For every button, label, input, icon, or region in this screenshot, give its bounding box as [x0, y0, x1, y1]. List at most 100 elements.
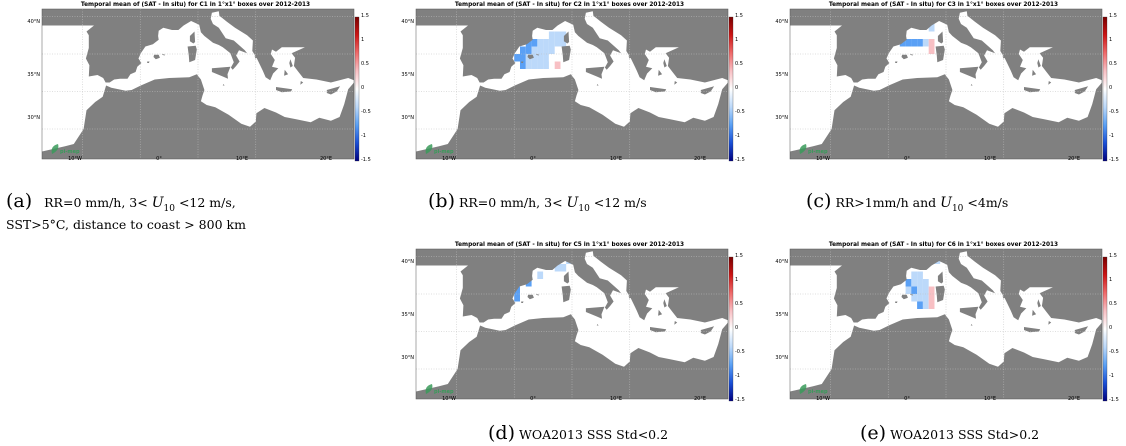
bias-box — [537, 271, 544, 279]
island — [937, 271, 944, 284]
bias-box — [922, 294, 929, 302]
island — [650, 327, 667, 333]
island — [326, 86, 341, 95]
lon-tick-10w: 10°W — [442, 396, 456, 402]
bias-box — [905, 286, 912, 294]
island — [162, 54, 166, 56]
lon-tick-20e: 20°E — [1067, 396, 1081, 402]
lon-tick-20e: 20°E — [693, 396, 707, 402]
bias-box — [554, 39, 561, 47]
bias-box — [514, 54, 520, 62]
island — [1074, 86, 1089, 95]
colorbar-tick: -1.5 — [361, 157, 371, 163]
caption-variable: U10 — [566, 195, 590, 214]
island — [674, 321, 678, 325]
island — [901, 54, 908, 60]
caption-label: (d) — [488, 422, 515, 444]
island — [1074, 326, 1089, 335]
lat-tick-35: 35°N — [775, 72, 788, 78]
bias-box — [905, 39, 912, 47]
lat-tick-40: 40°N — [27, 19, 40, 25]
island — [536, 294, 540, 296]
colorbar-tick: -1 — [735, 373, 740, 379]
map-frame — [41, 8, 355, 160]
bias-box — [548, 31, 555, 39]
lon-tick-10w: 10°W — [816, 396, 830, 402]
island — [1024, 327, 1041, 333]
lon-tick-10e: 10°E — [235, 156, 249, 162]
colorbar-tick: 1.5 — [1109, 13, 1117, 19]
bias-box — [928, 301, 935, 309]
map-panel-a: Temporal mean of (SAT - In situ) for C1 … — [18, 2, 373, 163]
island — [1037, 59, 1041, 68]
caption-text: <4m/s — [967, 195, 1009, 210]
lat-tick-40: 40°N — [775, 19, 788, 25]
lat-tick-30: 30°N — [401, 115, 414, 121]
colorbar-tick: 1.5 — [735, 13, 743, 19]
bias-box — [514, 294, 520, 302]
europe-landmass — [416, 9, 728, 83]
island — [211, 66, 231, 79]
bias-box — [560, 264, 567, 272]
bias-box — [928, 46, 935, 54]
logo-text: pi-mep — [60, 149, 80, 155]
caption-a: (a) RR=0 mm/h, 3< U10 <12 m/s, SST>5°C, … — [6, 192, 386, 233]
bias-box — [560, 39, 567, 47]
colorbar — [728, 16, 734, 162]
pi-mep-leaf-icon — [425, 384, 433, 394]
colorbar-tick: 0 — [1109, 325, 1113, 331]
caption-c: (c) RR>1mm/h and U10 <4m/s — [806, 192, 1009, 217]
logo-text: pi-mep — [434, 149, 454, 155]
island — [1024, 87, 1041, 93]
pi-mep-leaf-icon — [799, 384, 807, 394]
map-frame — [789, 248, 1103, 400]
bias-box — [917, 301, 923, 309]
colorbar-tick: 0.5 — [1109, 301, 1117, 307]
bias-box — [537, 61, 544, 69]
colorbar-tick: 1 — [361, 37, 365, 43]
map-title: Temporal mean of (SAT - In situ) for C1 … — [80, 2, 311, 8]
lat-tick-35: 35°N — [401, 72, 414, 78]
island — [147, 61, 150, 63]
colorbar-tick: -0.5 — [1109, 349, 1119, 355]
island — [536, 54, 540, 56]
island — [650, 87, 667, 93]
bias-box — [905, 279, 912, 287]
colorbar-tick: 0 — [1109, 85, 1113, 91]
lon-tick-10w: 10°W — [442, 156, 456, 162]
bias-box — [917, 286, 923, 294]
island — [300, 81, 304, 85]
colorbar — [728, 256, 734, 402]
bias-box — [554, 264, 561, 272]
colorbar-tick: 1 — [1109, 37, 1113, 43]
bias-box — [917, 271, 923, 279]
map-title: Temporal mean of (SAT - In situ) for C5 … — [454, 242, 685, 248]
island — [284, 69, 289, 76]
lon-tick-10e: 10°E — [609, 396, 623, 402]
bias-box — [548, 39, 555, 47]
bias-box — [543, 39, 549, 47]
caption-text: <12 m/s — [593, 195, 647, 210]
sss-bias-map: pi-mep — [789, 8, 1108, 162]
bias-box — [917, 39, 923, 47]
lat-tick-35: 35°N — [27, 72, 40, 78]
map-title: Temporal mean of (SAT - In situ) for C6 … — [828, 242, 1059, 248]
colorbar-tick: -1.5 — [1109, 397, 1119, 403]
island — [1048, 321, 1052, 325]
bias-box — [922, 301, 929, 309]
sss-bias-map: pi-mep — [415, 8, 734, 162]
lat-tick-30: 30°N — [775, 115, 788, 121]
caption-variable: U10 — [940, 195, 964, 214]
island — [937, 31, 944, 44]
colorbar-tick: -1 — [1109, 373, 1114, 379]
bias-box — [928, 294, 935, 302]
island — [1037, 299, 1041, 308]
island — [189, 31, 196, 44]
bias-box — [922, 286, 929, 294]
caption-b: (b) RR=0 mm/h, 3< U10 <12 m/s — [428, 192, 647, 217]
colorbar-tick: 1.5 — [361, 13, 369, 19]
lat-tick-30: 30°N — [27, 115, 40, 121]
colorbar-tick: -1.5 — [735, 157, 745, 163]
island — [153, 54, 160, 60]
bias-box — [543, 46, 549, 54]
